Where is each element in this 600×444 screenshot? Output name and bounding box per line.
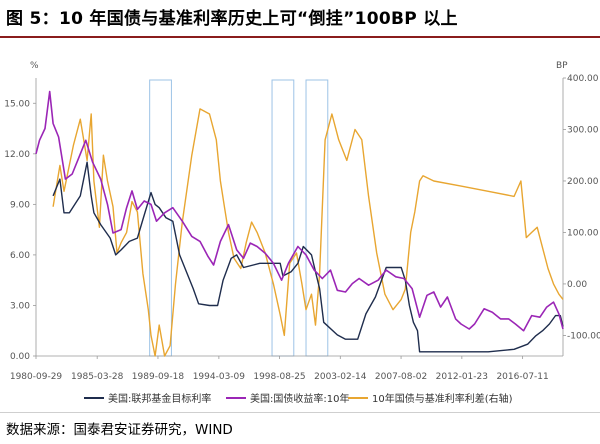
- right-tick-label: 300.00: [567, 125, 599, 135]
- highlight-periods: [149, 79, 329, 357]
- title-underline: [0, 36, 600, 38]
- x-tick-label: 2007-08-02: [375, 372, 427, 382]
- x-tick-label: 1989-09-18: [132, 372, 185, 382]
- highlight-box-2: [271, 79, 295, 357]
- left-tick-label: 6.00: [10, 251, 30, 261]
- x-tick-label: 1994-03-09: [193, 372, 246, 382]
- figure-title: 图 5：10 年国债与基准利率历史上可“倒挂”100BP 以上: [6, 9, 458, 29]
- series-lines: [35, 90, 564, 357]
- legend-label-1: 美国:联邦基金目标利率: [108, 392, 211, 405]
- left-tick-label: 12.00: [4, 150, 30, 160]
- series-line-1: [52, 161, 564, 353]
- legend: 美国:联邦基金目标利率 美国:国债收益率:10年 10年国债与基准利率利差(右轴…: [84, 392, 513, 405]
- x-tick-label: 1998-08-25: [253, 372, 305, 382]
- x-tick-label: 2012-01-23: [436, 372, 488, 382]
- left-axis-unit: %: [30, 61, 39, 71]
- right-tick-label: 0.00: [567, 280, 587, 290]
- source-divider: [0, 412, 600, 413]
- left-tick-label: 0.00: [10, 352, 30, 362]
- left-axis-ticks: 0.00 3.00 6.00 9.00 12.00 15.00: [4, 99, 36, 362]
- series-line-2: [35, 90, 564, 332]
- chart-area: 0.00 3.00 6.00 9.00 12.00 15.00 -100.00 0.00 10…: [4, 61, 600, 405]
- right-tick-label: 200.00: [567, 177, 599, 187]
- right-axis-ticks: -100.00 0.00 100.00 200.00 300.00 400.00: [563, 74, 600, 341]
- left-tick-label: 9.00: [10, 200, 30, 210]
- legend-label-2: 美国:国债收益率:10年: [250, 392, 349, 405]
- left-tick-label: 3.00: [10, 301, 30, 311]
- left-tick-label: 15.00: [4, 99, 30, 109]
- right-tick-label: -100.00: [567, 331, 600, 341]
- x-tick-label: 2003-02-14: [314, 372, 367, 382]
- series-line-3: [52, 108, 564, 357]
- x-tick-label: 2016-07-11: [496, 372, 548, 382]
- legend-label-3: 10年国债与基准利率利差(右轴): [372, 392, 513, 405]
- x-axis-ticks: 1980-09-29 1985-03-28 1989-09-18 1994-03-09…: [10, 356, 549, 382]
- right-axis-unit: BP: [556, 61, 568, 71]
- x-tick-label: 1985-03-28: [71, 372, 124, 382]
- source-note: 数据来源：国泰君安证券研究，WIND: [6, 422, 233, 438]
- right-tick-label: 400.00: [567, 74, 599, 84]
- x-tick-label: 1980-09-29: [10, 372, 63, 382]
- right-tick-label: 100.00: [567, 228, 599, 238]
